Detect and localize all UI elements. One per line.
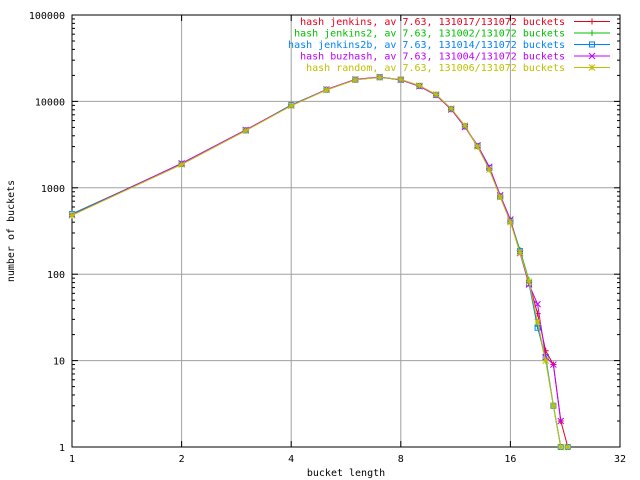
data-point [416, 82, 423, 89]
data-point [550, 361, 557, 368]
legend-label: hash jenkins2b, av 7.63, 131014/131072 b… [288, 40, 565, 51]
data-point [557, 417, 565, 425]
x-tick-label: 1 [69, 454, 75, 465]
y-tick-label: 100 [47, 270, 65, 281]
x-axis-label: bucket length [307, 468, 385, 479]
data-point [485, 166, 493, 174]
x-tick-label: 32 [614, 454, 626, 465]
plot-frame [71, 14, 621, 448]
data-point [516, 249, 524, 256]
series-5 [68, 74, 572, 451]
data-point [447, 105, 455, 112]
data-point [589, 41, 595, 48]
data-point [525, 278, 533, 286]
data-point [557, 443, 565, 451]
series-1 [69, 74, 571, 450]
y-tick-label: 1 [59, 443, 65, 454]
series-line [71, 76, 568, 448]
x-tick-label: 8 [398, 454, 404, 465]
data-point [507, 218, 514, 226]
y-tick-label: 100000 [29, 11, 65, 22]
data-point [534, 300, 541, 308]
grid-lines [72, 15, 620, 447]
y-tick-label: 1000 [41, 184, 65, 195]
data-point [588, 64, 596, 71]
data-point [496, 193, 504, 201]
series-line [71, 76, 569, 448]
y-tick-label: 10 [53, 357, 65, 368]
legend-label: hash jenkins, av 7.63, 131017/131072 buc… [300, 17, 565, 28]
data-point [474, 143, 481, 150]
x-tick-label: 16 [504, 454, 516, 465]
legend-label: hash random, av 7.63, 131006/131072 buck… [306, 63, 565, 74]
data-point [323, 86, 330, 94]
y-tick-label: 10000 [35, 97, 65, 108]
data-point [242, 127, 250, 135]
data-point [542, 357, 550, 364]
data-point [534, 318, 541, 326]
data-point [564, 443, 572, 451]
x-tick-label: 2 [179, 454, 185, 465]
data-point [351, 76, 359, 84]
data-point [178, 161, 185, 168]
data-point [376, 74, 384, 81]
series-layer [68, 73, 572, 451]
series-line [71, 76, 562, 422]
y-axis-label: number of buckets [6, 180, 17, 282]
data-point [461, 122, 469, 129]
series-line [71, 76, 568, 448]
data-point [287, 102, 295, 110]
series-3 [69, 74, 571, 450]
data-point [432, 91, 440, 98]
data-point [68, 211, 76, 219]
axis-ticks: 1 2 4 8 16 32 1 10 100 1000 10000 100000 [29, 11, 626, 465]
data-point [550, 402, 557, 410]
data-point [397, 76, 405, 83]
series-2 [69, 74, 571, 450]
x-tick-label: 4 [288, 454, 294, 465]
series-4 [68, 73, 565, 425]
data-point [534, 324, 541, 331]
data-point [588, 52, 596, 60]
legend-label: hash buzhash, av 7.63, 131004/131072 buc… [300, 52, 565, 63]
legend: hash jenkins, av 7.63, 131017/131072 buc… [288, 17, 610, 74]
series-line [71, 76, 568, 448]
legend-label: hash jenkins2, av 7.63, 131002/131072 bu… [294, 29, 565, 40]
